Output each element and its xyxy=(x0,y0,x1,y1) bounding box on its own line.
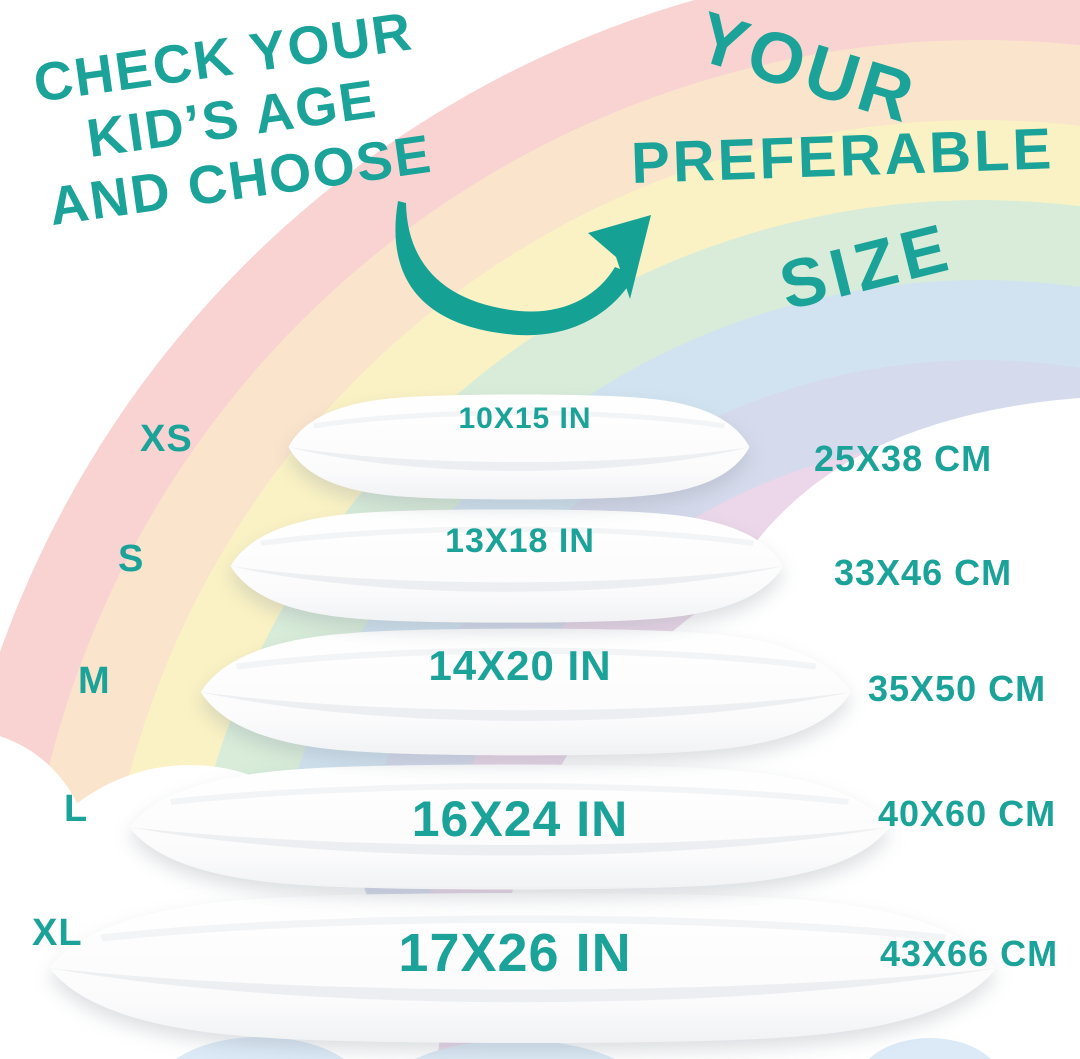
size-label-m: M xyxy=(78,660,111,702)
cm-label-xl: 43X66 CM xyxy=(880,933,1059,974)
size-label-s: S xyxy=(118,538,145,580)
size-label-l: L xyxy=(64,788,89,830)
cm-label-m: 35X50 CM xyxy=(868,668,1047,709)
pillow-s xyxy=(218,498,796,634)
size-label-xl: XL xyxy=(32,912,83,954)
cm-label-l: 40X60 CM xyxy=(878,793,1057,834)
clouds-blue-bottom xyxy=(176,1037,992,1059)
size-label-xs: XS xyxy=(140,418,193,460)
inches-label-xs: 10X15 IN xyxy=(458,402,592,435)
inches-label-m: 14X20 IN xyxy=(428,642,612,689)
inches-label-xl: 17X26 IN xyxy=(398,923,632,983)
pillow-m xyxy=(186,616,866,768)
cm-label-s: 33X46 CM xyxy=(834,552,1013,593)
inches-label-s: 13X18 IN xyxy=(445,522,595,560)
curved-arrow-icon xyxy=(395,201,651,336)
inches-label-l: 16X24 IN xyxy=(411,791,629,847)
cm-label-xs: 25X38 CM xyxy=(814,438,993,479)
